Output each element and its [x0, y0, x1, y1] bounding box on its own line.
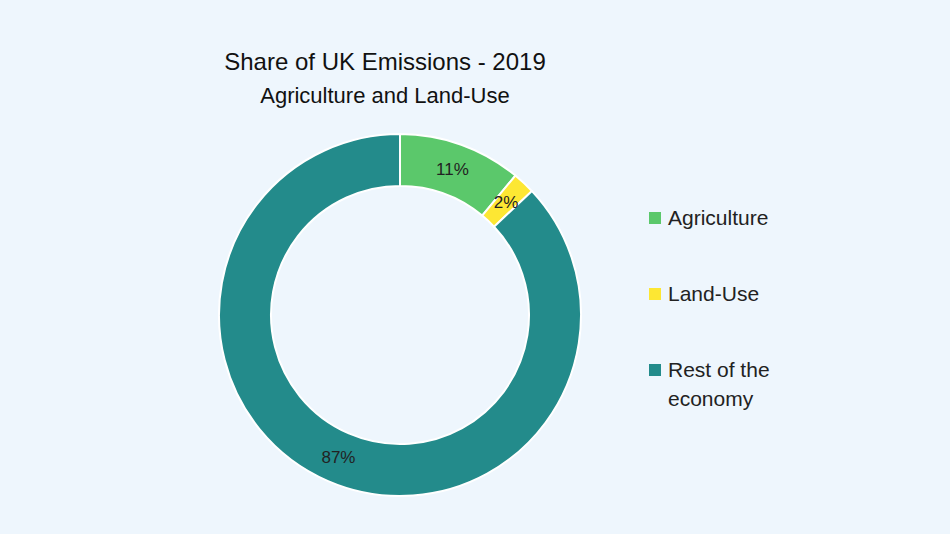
slice [219, 134, 581, 496]
legend-swatch [649, 364, 661, 376]
legend-line: Rest of the [668, 358, 770, 381]
legend-label: Agriculture [668, 206, 768, 229]
legend-line: Agriculture [668, 206, 768, 229]
legend-label: Rest of the economy [668, 358, 770, 410]
legend-line: Land-Use [668, 282, 759, 305]
chart: Share of UK Emissions - 2019 Agriculture … [0, 0, 950, 534]
donut [219, 134, 581, 496]
title: Share of UK Emissions - 2019 [224, 48, 545, 75]
data-label: 2% [494, 193, 519, 212]
legend-line: economy [668, 387, 754, 410]
legend-swatch [649, 288, 661, 300]
background [0, 0, 950, 534]
legend: Agriculture Land-Use Rest of the economy [649, 206, 770, 410]
subtitle: Agriculture and Land-Use [260, 83, 509, 108]
legend-swatch [649, 212, 661, 224]
legend-label: Land-Use [668, 282, 759, 305]
data-label: 11% [436, 160, 469, 179]
data-label: 87% [321, 448, 355, 467]
